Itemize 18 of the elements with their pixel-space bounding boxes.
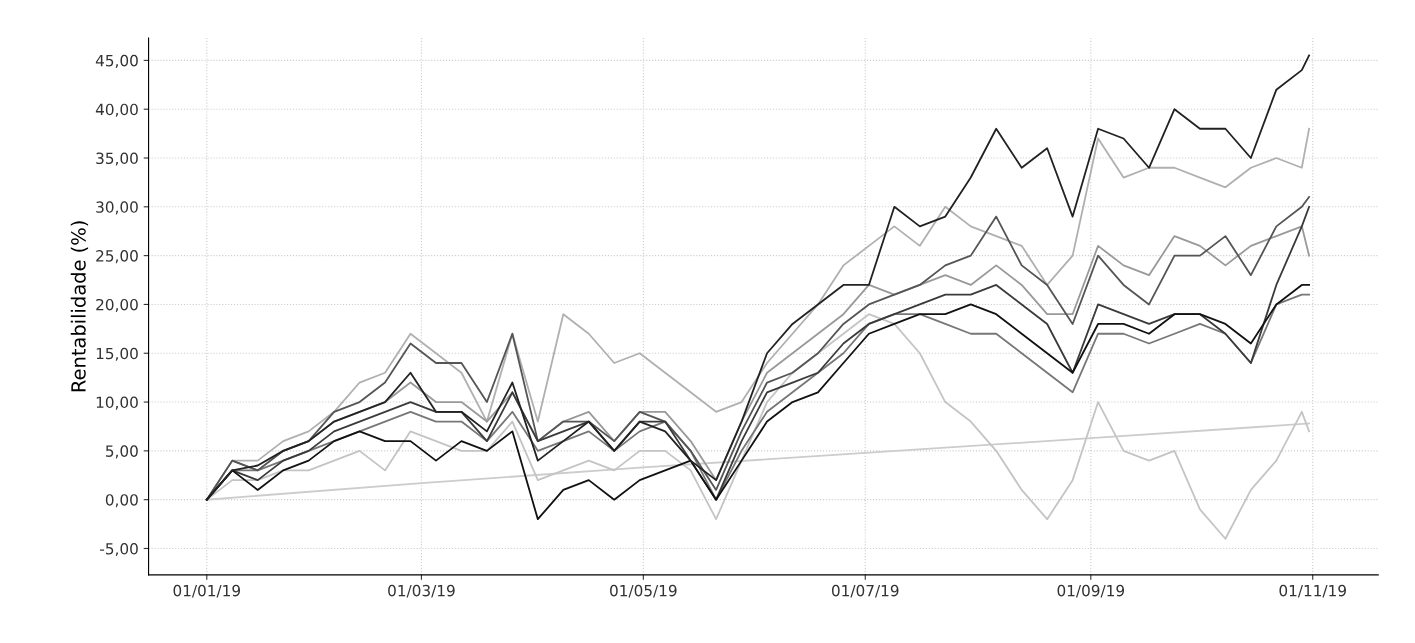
y-tick-label: 40,00: [95, 103, 138, 117]
y-tick-label: 0,00: [105, 494, 138, 508]
y-axis-title: Rentabilidade (%): [70, 221, 89, 392]
x-tick-label: 01/07/19: [831, 584, 899, 598]
y-tick-label: 10,00: [96, 396, 138, 410]
x-tick-label: 01/03/19: [388, 584, 455, 598]
x-tick-label: 01/01/19: [173, 584, 241, 598]
x-tick-label: 01/11/19: [1279, 584, 1346, 598]
y-tick-label: 45,00: [95, 54, 138, 68]
x-tick-label: 01/09/19: [1057, 584, 1125, 598]
y-tick-label: -5,00: [100, 542, 138, 557]
y-tick-label: 30,00: [96, 201, 138, 215]
y-tick-label: 5,00: [106, 445, 138, 459]
y-tick-label: 15,00: [96, 347, 138, 361]
y-tick-label: 35,00: [96, 152, 138, 166]
y-tick-label: 20,00: [96, 298, 138, 313]
x-tick-label: 01/05/19: [610, 584, 677, 598]
y-tick-label: 25,00: [96, 250, 138, 264]
